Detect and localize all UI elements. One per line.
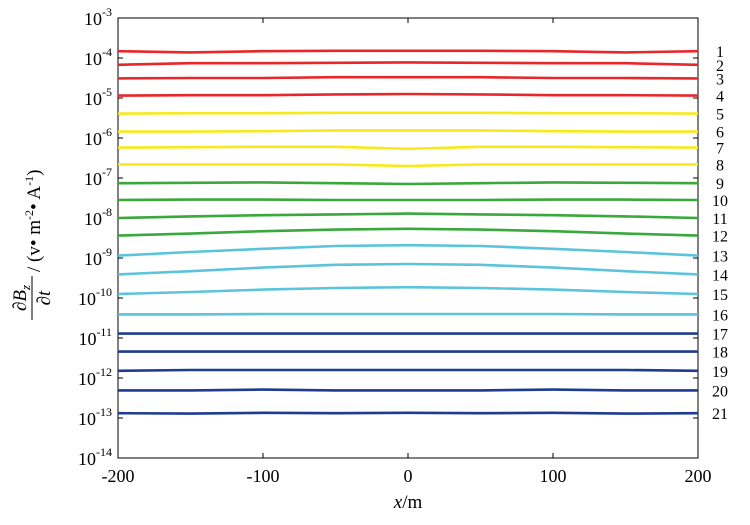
y-axis-title-numerator: ∂Bz bbox=[10, 285, 33, 311]
curve-2 bbox=[118, 62, 698, 64]
y-tick-label: 10-12 bbox=[78, 365, 112, 389]
curve-label-16: 16 bbox=[712, 307, 728, 324]
curve-9 bbox=[118, 182, 698, 184]
y-tick-label: 10-11 bbox=[78, 325, 112, 349]
plot-frame bbox=[118, 18, 698, 458]
curve-5 bbox=[118, 113, 698, 114]
curve-3 bbox=[118, 77, 698, 78]
curve-label-4: 4 bbox=[716, 89, 724, 106]
x-tick-label: 200 bbox=[685, 466, 712, 486]
curve-label-9: 9 bbox=[716, 176, 724, 193]
y-tick-label: 10-8 bbox=[84, 205, 112, 229]
curve-21 bbox=[118, 413, 698, 414]
curve-12 bbox=[118, 229, 698, 236]
curve-19 bbox=[118, 370, 698, 371]
curve-label-13: 13 bbox=[712, 249, 728, 266]
y-axis-title-denominator: ∂t bbox=[34, 290, 55, 305]
curve-14 bbox=[118, 264, 698, 274]
x-tick-label: -100 bbox=[247, 466, 280, 486]
curve-label-19: 19 bbox=[712, 364, 728, 381]
y-axis-title: ∂Bz ∂t / (v• m-2• A-1) bbox=[10, 170, 55, 320]
curve-11 bbox=[118, 214, 698, 218]
curve-label-10: 10 bbox=[712, 193, 728, 210]
curve-label-17: 17 bbox=[712, 327, 728, 344]
curve-1 bbox=[118, 51, 698, 53]
y-axis-ticks: 10-3 10-4 10-5 10-6 10-7 10-8 10-9 10-10 10-11 10… bbox=[78, 5, 698, 469]
curve-label-15: 15 bbox=[712, 287, 728, 304]
y-tick-label: 10-4 bbox=[84, 45, 112, 69]
curve-7 bbox=[118, 147, 698, 149]
curve-label-12: 12 bbox=[712, 229, 728, 246]
curve-20 bbox=[118, 390, 698, 391]
curve-6 bbox=[118, 130, 698, 131]
curve-4 bbox=[118, 94, 698, 96]
curve-15 bbox=[118, 287, 698, 294]
y-tick-label: 10-13 bbox=[78, 405, 112, 429]
curve-group bbox=[118, 51, 698, 414]
curve-label-5: 5 bbox=[716, 107, 724, 124]
curve-8 bbox=[118, 164, 698, 166]
y-tick-label: 10-3 bbox=[84, 5, 112, 29]
curve-label-7: 7 bbox=[716, 141, 724, 158]
curve-label-20: 20 bbox=[712, 383, 728, 400]
curve-13 bbox=[118, 245, 698, 255]
curve-label-6: 6 bbox=[716, 125, 724, 142]
curve-label-21: 21 bbox=[712, 406, 728, 423]
y-axis-title-unit: / (v• m-2• A-1) bbox=[22, 170, 45, 272]
y-tick-label: 10-5 bbox=[84, 85, 112, 109]
x-tick-label: -200 bbox=[102, 466, 135, 486]
y-tick-label: 10-10 bbox=[78, 285, 112, 309]
x-tick-label: 0 bbox=[404, 466, 413, 486]
curve-label-14: 14 bbox=[712, 267, 728, 284]
y-tick-label: 10-9 bbox=[84, 245, 112, 269]
curve-label-3: 3 bbox=[716, 71, 724, 88]
curve-label-8: 8 bbox=[716, 157, 724, 174]
curve-label-11: 11 bbox=[712, 211, 727, 228]
y-tick-label: 10-7 bbox=[84, 165, 112, 189]
x-axis-title: x/m bbox=[393, 492, 423, 513]
curve-label-18: 18 bbox=[712, 345, 728, 362]
y-tick-label: 10-6 bbox=[84, 125, 112, 149]
x-tick-label: 100 bbox=[540, 466, 567, 486]
